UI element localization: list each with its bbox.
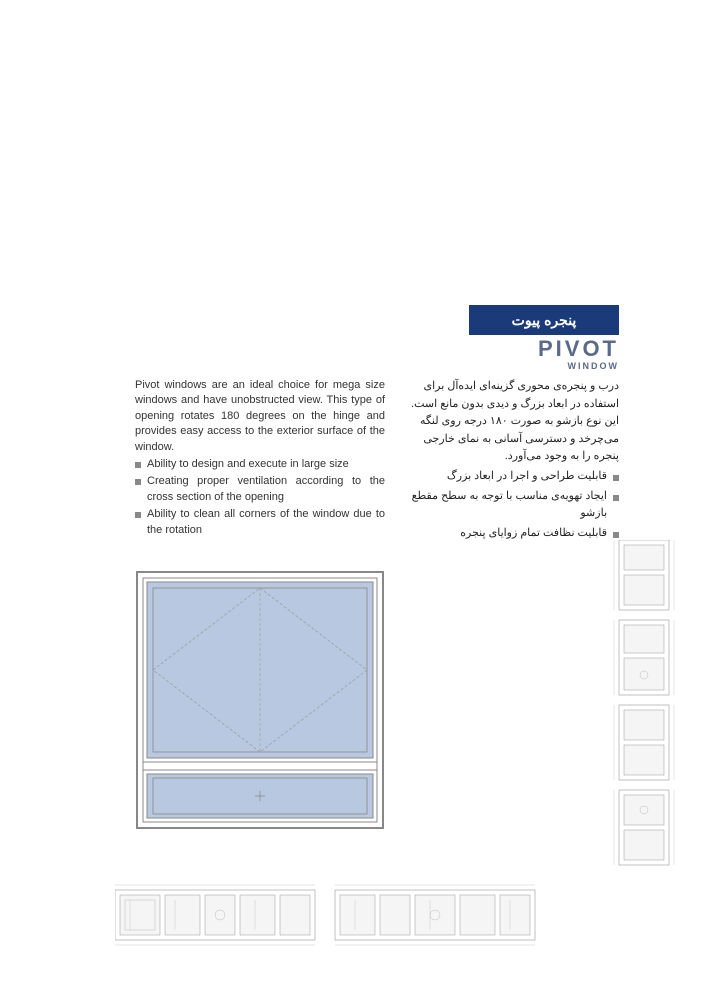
bullet-text: Ability to clean all corners of the wind… — [147, 507, 385, 538]
bullet-icon — [135, 512, 141, 518]
bullet-icon — [613, 495, 619, 501]
bullet-text: Creating proper ventilation according to… — [147, 474, 385, 505]
bottom-profile-sections — [115, 870, 545, 960]
english-bullet: Ability to clean all corners of the wind… — [135, 507, 385, 538]
bullet-text: Ability to design and execute in large s… — [147, 457, 349, 472]
bullet-icon — [135, 479, 141, 485]
english-intro: Pivot windows are an ideal choice for me… — [135, 378, 385, 455]
english-bullet: Creating proper ventilation according to… — [135, 474, 385, 505]
bullet-icon — [613, 475, 619, 481]
title-sub: WINDOW — [538, 362, 619, 371]
english-bullet: Ability to design and execute in large s… — [135, 457, 385, 472]
bullet-text: قابلیت نظافت تمام زوایای پنجره — [460, 525, 607, 543]
window-elevation-drawing — [135, 570, 385, 830]
english-column: Pivot windows are an ideal choice for me… — [135, 378, 385, 538]
persian-header-band: پنجره پیوت — [469, 305, 619, 335]
bullet-text: ایجاد تهویه‌ی مناسب با توجه به سطح مقطع … — [399, 488, 607, 523]
persian-bullet: قابلیت طراحی و اجرا در ابعاد بزرگ — [399, 468, 619, 486]
bullet-text: قابلیت طراحی و اجرا در ابعاد بزرگ — [447, 468, 607, 486]
persian-intro: درب و پنجره‌ی محوری گزینه‌ای ایده‌آل برا… — [399, 378, 619, 466]
persian-bullet: ایجاد تهویه‌ی مناسب با توجه به سطح مقطع … — [399, 488, 619, 523]
persian-column: درب و پنجره‌ی محوری گزینه‌ای ایده‌آل برا… — [399, 378, 619, 542]
bullet-icon — [613, 532, 619, 538]
bullet-icon — [135, 462, 141, 468]
title-main: PIVOT — [538, 338, 619, 360]
title-block: PIVOT WINDOW — [538, 338, 619, 371]
right-profile-sections — [609, 540, 679, 870]
persian-bullet: قابلیت نظافت تمام زوایای پنجره — [399, 525, 619, 543]
